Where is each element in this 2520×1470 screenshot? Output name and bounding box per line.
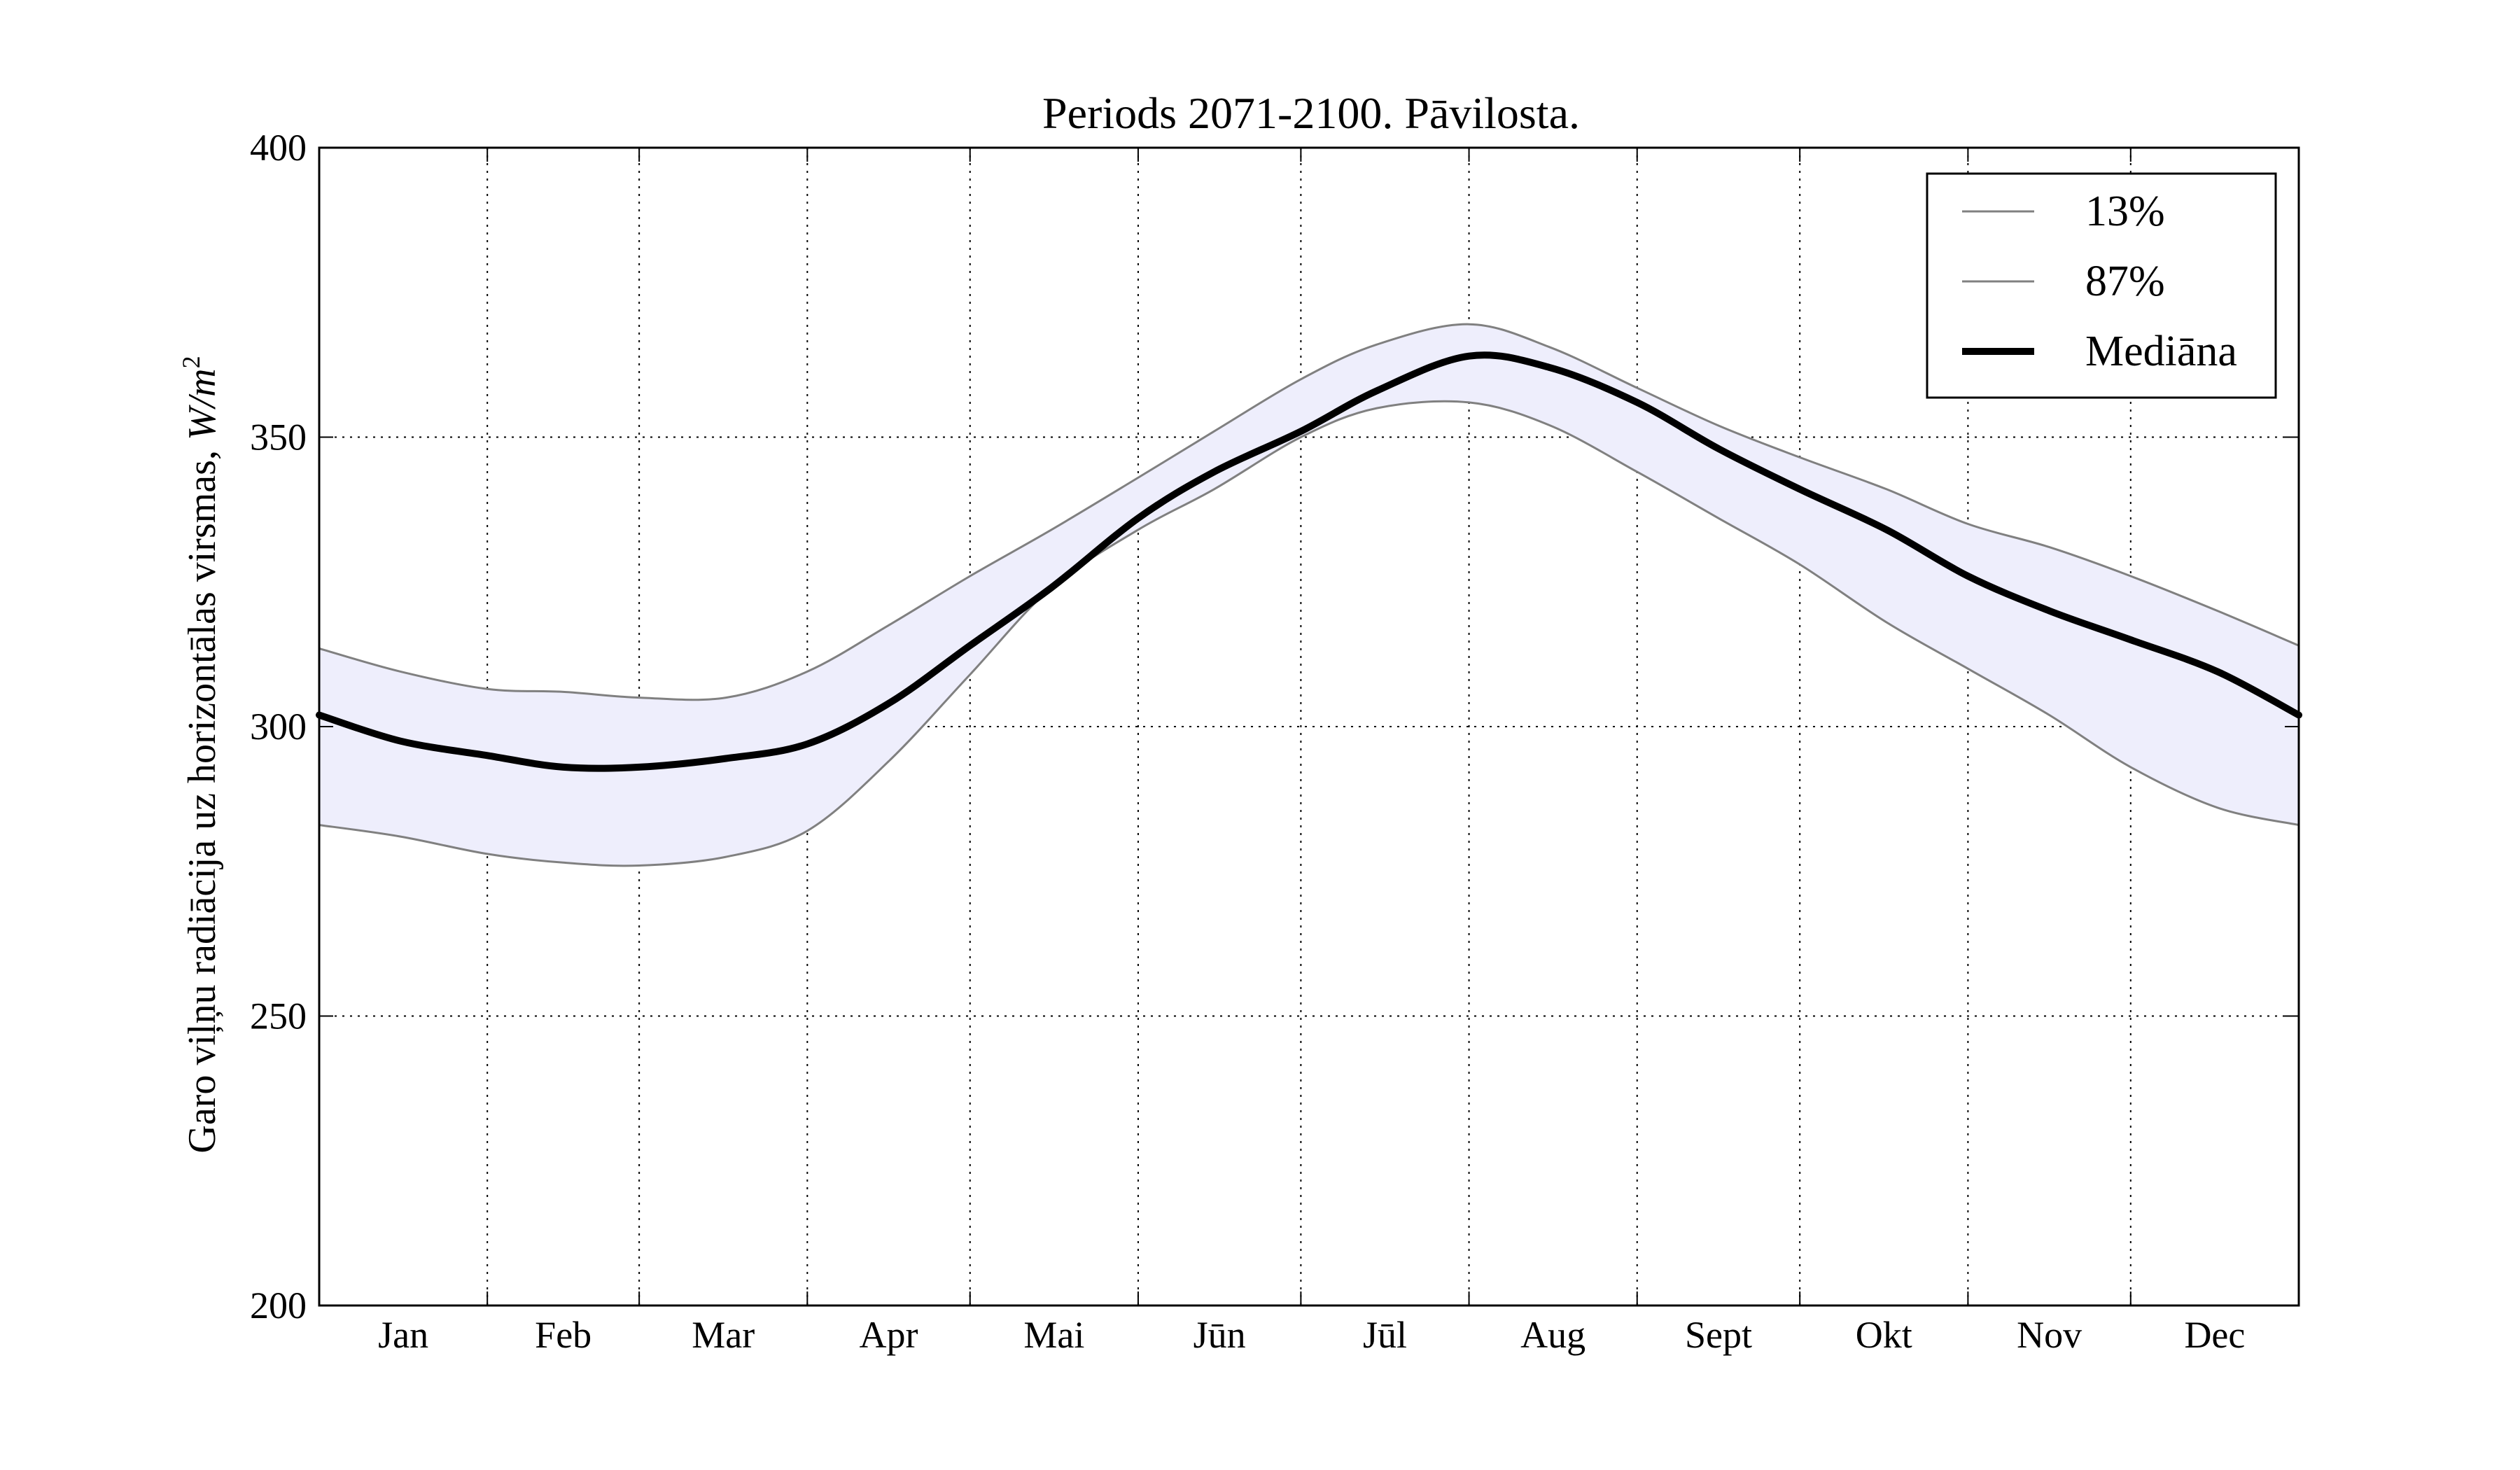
y-tick-label: 350 xyxy=(250,416,307,458)
y-tick-label: 250 xyxy=(250,995,307,1037)
median-line xyxy=(316,351,2302,772)
x-tick-label: Mar xyxy=(692,1314,755,1356)
y-axis-label: Garo viļņu radiācija uz horizontālas vir… xyxy=(177,356,224,1153)
x-tick-label: Nov xyxy=(2017,1314,2082,1356)
y-tick-label: 200 xyxy=(250,1284,307,1326)
legend-label: 13% xyxy=(2085,188,2165,235)
x-tick-label: Apr xyxy=(860,1314,918,1356)
legend-label: 87% xyxy=(2085,258,2165,305)
x-tick-label: Mai xyxy=(1023,1314,1084,1356)
y-tick-label: 400 xyxy=(250,127,307,169)
x-tick-label: Jan xyxy=(378,1314,428,1356)
y-axis-label-unit: W/m xyxy=(181,368,224,440)
y-axis-label-exponent: 2 xyxy=(177,356,205,368)
series-lines xyxy=(316,323,2302,867)
percentile-line-lower xyxy=(318,400,2300,867)
y-tick-label: 300 xyxy=(250,706,307,748)
x-tick-label: Okt xyxy=(1856,1314,1912,1356)
axis-ticks: 200 250 300 350 400 Jan Feb Mar Apr Mai Jūn Jūl Aug S… xyxy=(250,127,2300,1356)
x-tick-label: Dec xyxy=(2184,1314,2245,1356)
x-tick-label: Aug xyxy=(1520,1314,1586,1356)
chart-title: Periods 2071-2100. Pāvilosta. xyxy=(1042,88,1580,138)
x-tick-label: Sept xyxy=(1685,1314,1752,1356)
percentile-line-upper xyxy=(318,323,2300,701)
x-tick-label: Jūn xyxy=(1194,1314,1246,1356)
x-tick-label: Jūl xyxy=(1363,1314,1407,1356)
legend-label: Mediāna xyxy=(2085,328,2237,375)
x-tick-label: Feb xyxy=(535,1314,592,1356)
y-axis-label-text: Garo viļņu radiācija uz horizontālas vir… xyxy=(181,440,224,1154)
legend: 13% 87% Mediāna xyxy=(1926,172,2277,399)
